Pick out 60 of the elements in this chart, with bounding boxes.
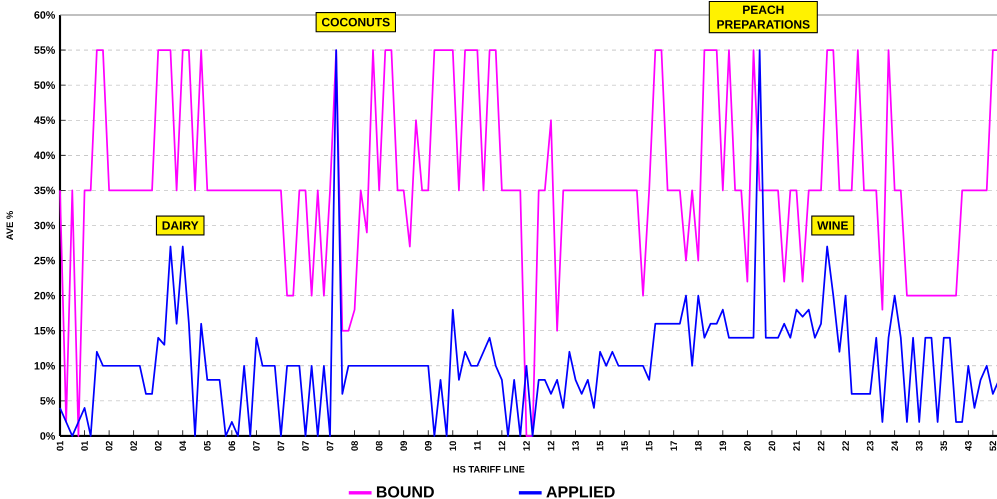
x-tick-label: 02 bbox=[130, 441, 137, 451]
x-axis-title: HS TARIFF LINE bbox=[454, 466, 524, 473]
x-tick-label: 12 bbox=[498, 441, 506, 450]
x-tick-label: 13 bbox=[572, 441, 579, 450]
y-tick-label: 50% bbox=[34, 81, 56, 89]
x-tick-label: 21 bbox=[793, 440, 800, 451]
x-tick-label: 15 bbox=[596, 440, 604, 450]
y-tick-label: 35% bbox=[34, 186, 56, 194]
legend-label: BOUND bbox=[376, 486, 434, 498]
x-tick-label: 02 bbox=[106, 441, 112, 451]
annotation: PEACH PREPARATIONS bbox=[717, 6, 810, 29]
x-tick-label: 22 bbox=[842, 441, 849, 451]
y-tick-label: 10% bbox=[34, 362, 56, 370]
y-tick-label: 0% bbox=[40, 432, 56, 440]
x-tick-label: 19 bbox=[720, 441, 726, 450]
x-tick-label: 18 bbox=[694, 440, 702, 450]
x-tick-label: 15 bbox=[621, 440, 628, 450]
x-tick-label: 01 bbox=[81, 440, 88, 451]
y-tick-label: 30% bbox=[34, 222, 56, 230]
x-tick-label: 10 bbox=[450, 441, 456, 450]
x-tick-label: 12 bbox=[523, 441, 530, 450]
x-tick-label: 12 bbox=[548, 441, 554, 450]
x-tick-label: 09 bbox=[400, 441, 407, 451]
y-tick-label: 45% bbox=[34, 116, 56, 124]
x-tick-label: 35 bbox=[940, 440, 948, 451]
x-tick-label: 20 bbox=[768, 441, 776, 451]
annotation: WINE bbox=[817, 221, 848, 230]
y-axis-title: AVE % bbox=[6, 211, 14, 240]
x-tick-label: 07 bbox=[302, 441, 309, 451]
annotation: DAIRY bbox=[162, 221, 198, 230]
x-tick-label: 08 bbox=[376, 440, 382, 451]
x-tick-label: 17 bbox=[670, 441, 677, 450]
y-tick-label: 40% bbox=[34, 152, 56, 160]
x-tick-label: 24 bbox=[891, 440, 898, 451]
y-tick-label: 60% bbox=[34, 11, 56, 19]
x-tick-label: 07 bbox=[278, 441, 284, 451]
x-tick-label: 07 bbox=[253, 441, 260, 451]
x-tick-label: 52 bbox=[990, 441, 996, 451]
x-tick-label: 22 bbox=[818, 441, 824, 451]
y-tick-label: 15% bbox=[34, 326, 56, 334]
y-tick-label: 25% bbox=[34, 256, 56, 264]
y-tick-label: 5% bbox=[40, 397, 56, 405]
x-tick-label: 07 bbox=[326, 441, 334, 451]
x-tick-label: 11 bbox=[474, 440, 481, 450]
x-tick-label: 04 bbox=[179, 440, 186, 451]
annotation: COCONUTS bbox=[322, 18, 390, 26]
x-tick-label: 43 bbox=[965, 441, 972, 451]
x-tick-label: 06 bbox=[228, 441, 236, 451]
x-tick-label: 15 bbox=[646, 440, 652, 450]
x-tick-label: 23 bbox=[866, 441, 874, 451]
legend-label: APPLIED bbox=[546, 486, 615, 498]
x-tick-label: 33 bbox=[916, 441, 923, 451]
x-tick-label: 02 bbox=[154, 441, 162, 451]
x-tick-label: 08 bbox=[351, 440, 358, 451]
y-tick-label: 20% bbox=[34, 292, 56, 300]
x-tick-label: 05 bbox=[204, 440, 211, 451]
x-tick-label: 09 bbox=[424, 441, 432, 451]
y-tick-label: 55% bbox=[34, 46, 56, 54]
x-tick-label: 01 bbox=[56, 440, 64, 451]
x-tick-label: 20 bbox=[744, 441, 751, 451]
